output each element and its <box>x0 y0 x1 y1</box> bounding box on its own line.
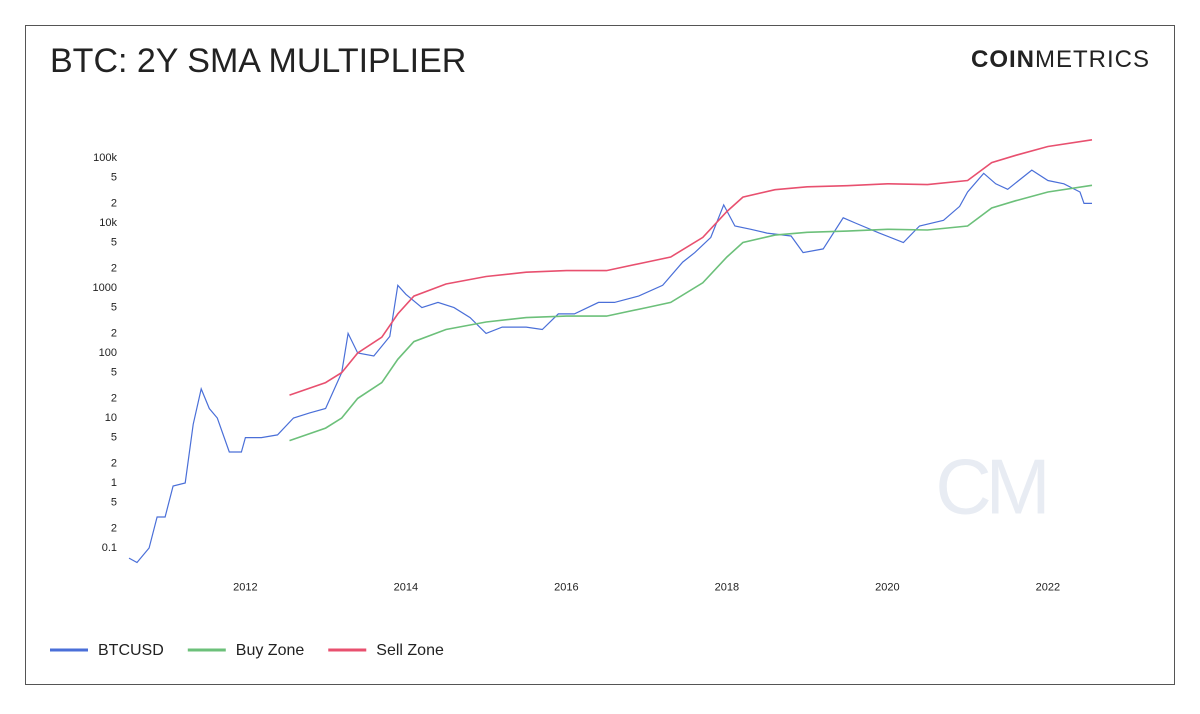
y-tick-label: 5 <box>111 431 117 443</box>
y-tick-label: 10k <box>99 217 117 229</box>
legend-label: Sell Zone <box>376 642 444 659</box>
y-tick-label: 1 <box>111 477 117 489</box>
y-tick-label: 0.1 <box>102 542 117 554</box>
y-tick-label: 5 <box>111 236 117 248</box>
y-tick-label: 1000 <box>93 282 117 294</box>
brand-bold: COIN <box>971 46 1035 73</box>
y-tick-label: 10 <box>105 412 117 424</box>
x-tick-label: 2018 <box>715 582 739 594</box>
y-tick-label: 2 <box>111 197 117 209</box>
x-tick-label: 2016 <box>554 582 578 594</box>
y-tick-label: 5 <box>111 366 117 378</box>
brand-light: METRICS <box>1035 46 1150 73</box>
series-line <box>289 184 1093 442</box>
series-line <box>289 139 1093 396</box>
frame <box>25 25 1175 685</box>
legend-label: Buy Zone <box>236 642 305 659</box>
x-tick-label: 2014 <box>394 582 418 594</box>
y-tick-label: 5 <box>111 171 117 183</box>
y-tick-label: 100 <box>99 347 117 359</box>
chart-title: BTC: 2Y SMA MULTIPLIER <box>50 42 466 80</box>
watermark: CM <box>935 443 1044 531</box>
y-tick-label: 100k <box>93 152 117 164</box>
y-tick-label: 2 <box>111 522 117 534</box>
brand: COINMETRICS <box>971 46 1150 73</box>
y-tick-label: 5 <box>111 496 117 508</box>
y-tick-label: 2 <box>111 327 117 339</box>
x-tick-label: 2012 <box>233 582 257 594</box>
y-tick-label: 5 <box>111 301 117 313</box>
y-tick-label: 2 <box>111 457 117 469</box>
legend-label: BTCUSD <box>98 642 164 659</box>
y-tick-label: 2 <box>111 262 117 274</box>
y-tick-label: 2 <box>111 392 117 404</box>
series-line <box>128 169 1092 564</box>
x-tick-label: 2020 <box>875 582 899 594</box>
x-tick-label: 2022 <box>1036 582 1060 594</box>
